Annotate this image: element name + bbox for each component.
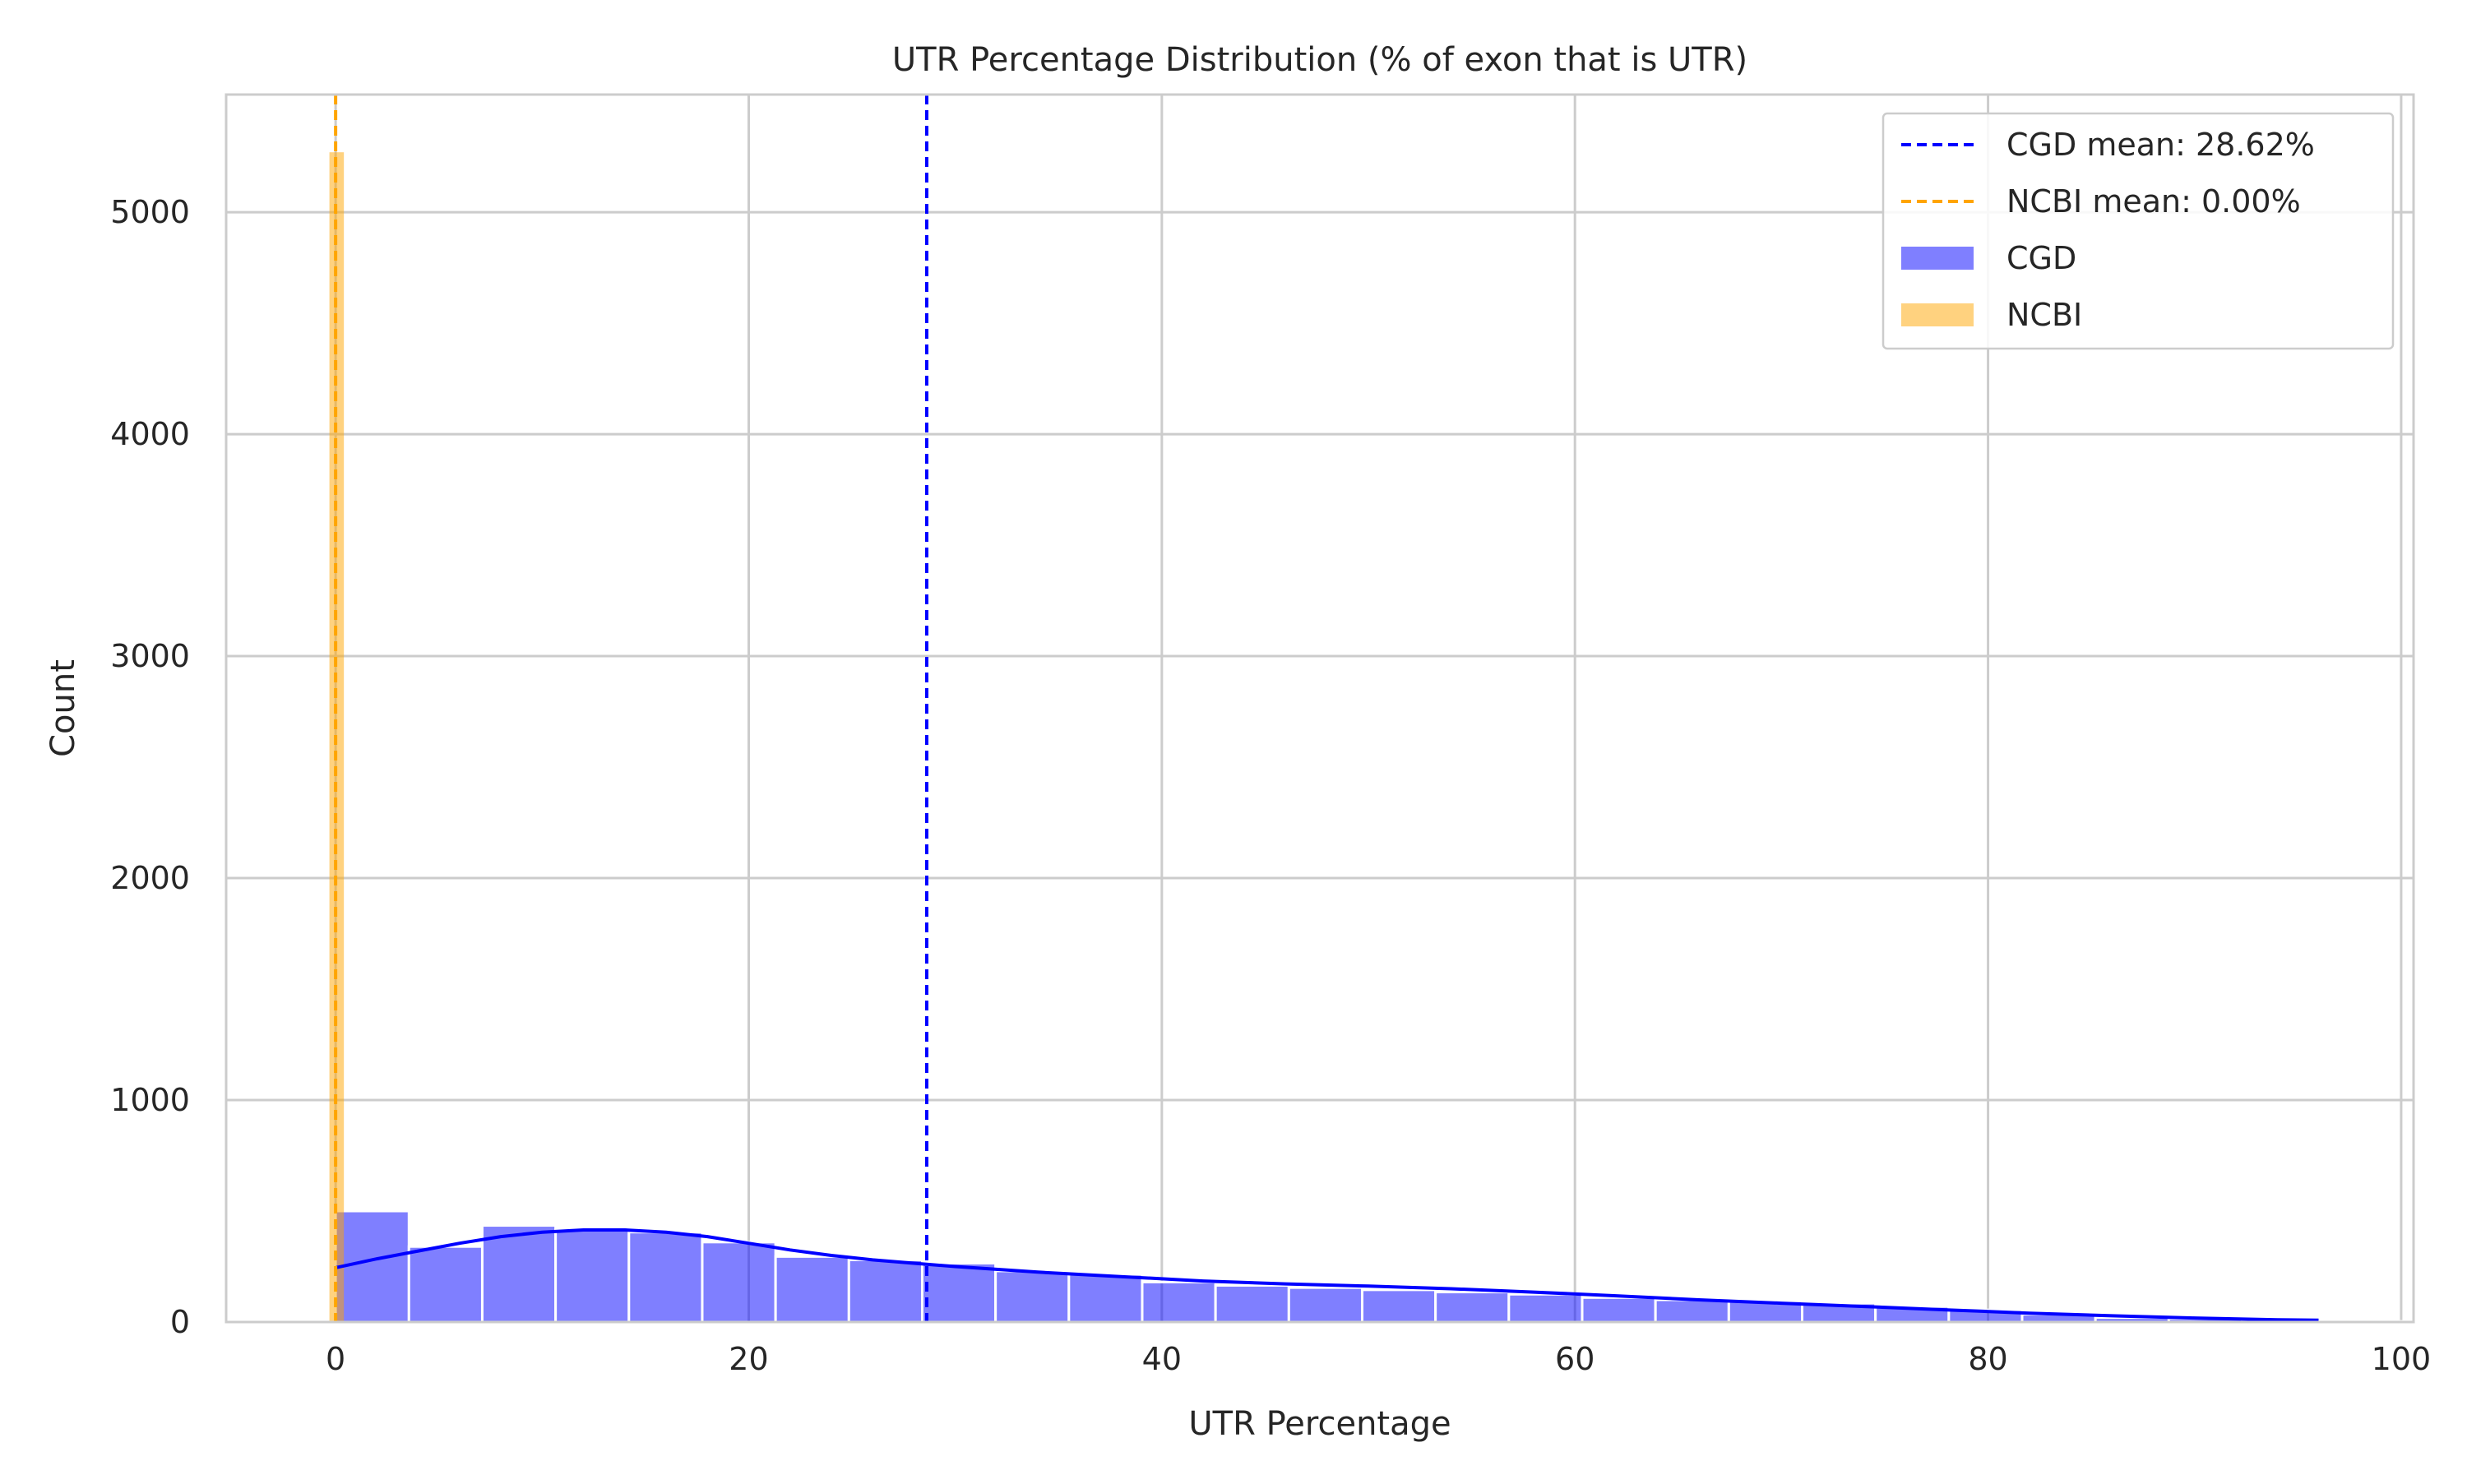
- cgd-kde-curve: [335, 1228, 2319, 1322]
- cgd-bar: [1287, 1286, 1363, 1324]
- y-tick-label: 0: [170, 1304, 190, 1340]
- legend-cgd-label: CGD: [2006, 240, 2076, 276]
- y-tick-label: 1000: [110, 1082, 190, 1118]
- y-axis-label: Count: [44, 659, 82, 757]
- y-tick-label: 4000: [110, 416, 190, 452]
- cgd-bar: [920, 1261, 997, 1324]
- cgd-bar: [1507, 1292, 1584, 1324]
- legend-box: [1881, 112, 2395, 350]
- x-axis-label: UTR Percentage: [1188, 1405, 1451, 1443]
- chart-title: UTR Percentage Distribution (% of exon t…: [892, 41, 1747, 79]
- cgd-bar: [1654, 1298, 1730, 1324]
- x-tick-label: 80: [1968, 1341, 2007, 1377]
- y-tick-label: 2000: [110, 860, 190, 896]
- cgd-bar: [407, 1245, 484, 1324]
- cgd-bar: [480, 1224, 558, 1324]
- legend-cgd-mean-label: CGD mean: 28.62%: [2006, 127, 2315, 163]
- cgd-bar: [1141, 1280, 1217, 1324]
- cgd-bar: [1581, 1296, 1657, 1324]
- y-tick-label: 5000: [110, 194, 190, 230]
- cgd-bar: [774, 1255, 850, 1324]
- cgd-bar: [701, 1241, 777, 1324]
- x-tick-label: 0: [326, 1341, 345, 1377]
- legend: CGD mean: 28.62% NCBI mean: 0.00% CGD NC…: [1881, 112, 2395, 350]
- cgd-bar: [554, 1228, 631, 1324]
- kde-layer: [335, 1228, 2319, 1322]
- legend-ncbi-label: NCBI: [2006, 297, 2082, 333]
- x-tick-label: 20: [729, 1341, 768, 1377]
- x-tick-label: 100: [2372, 1341, 2432, 1377]
- y-tick-label: 3000: [110, 638, 190, 674]
- legend-ncbi-swatch: [1901, 303, 1974, 326]
- cgd-bar: [1434, 1291, 1511, 1324]
- cgd-bar: [994, 1269, 1071, 1324]
- x-tick-label: 40: [1142, 1341, 1182, 1377]
- cgd-bar: [1214, 1283, 1290, 1324]
- bars-layer: [329, 152, 2467, 1324]
- cgd-bar: [1360, 1288, 1437, 1324]
- legend-ncbi-mean-label: NCBI mean: 0.00%: [2006, 183, 2301, 220]
- cgd-bar: [2460, 1320, 2467, 1324]
- legend-cgd-swatch: [1901, 247, 1974, 270]
- cgd-bar: [627, 1231, 704, 1324]
- mean-lines-layer: [334, 95, 929, 1322]
- plot-frame: [224, 93, 2415, 1324]
- cgd-bar: [847, 1258, 923, 1324]
- x-tick-label: 60: [1555, 1341, 1595, 1377]
- cgd-bar: [1067, 1273, 1144, 1324]
